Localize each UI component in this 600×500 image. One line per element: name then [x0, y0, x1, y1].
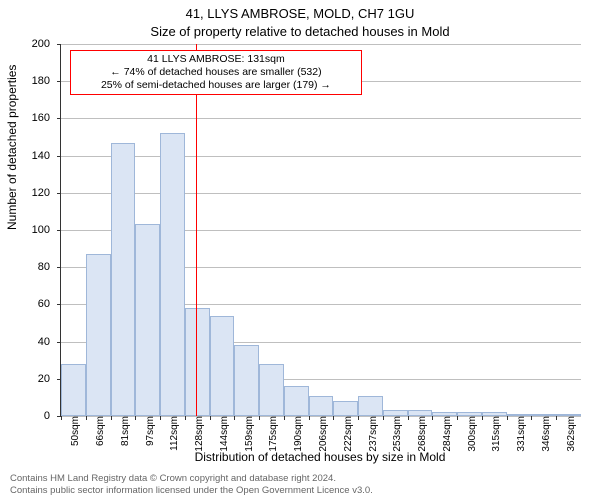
- y-tick-label: 20: [10, 373, 50, 385]
- y-tick-label: 160: [10, 112, 50, 124]
- gridline: [61, 193, 581, 194]
- y-tick-label: 180: [10, 75, 50, 87]
- histogram-bar: [135, 224, 160, 416]
- gridline: [61, 44, 581, 45]
- y-tick-label: 200: [10, 38, 50, 50]
- property-size-histogram: 41, LLYS AMBROSE, MOLD, CH7 1GU Size of …: [0, 0, 600, 500]
- annotation-line-3: 25% of semi-detached houses are larger (…: [75, 79, 356, 92]
- x-tick-label: 331sqm: [516, 416, 522, 452]
- y-tick-label: 80: [10, 261, 50, 273]
- histogram-bar: [111, 143, 136, 416]
- histogram-bar: [309, 396, 334, 416]
- histogram-bar: [185, 308, 210, 416]
- x-tick-label: 97sqm: [145, 416, 151, 446]
- annotation-line-1: 41 LLYS AMBROSE: 131sqm: [75, 53, 356, 66]
- x-tick-label: 362sqm: [566, 416, 572, 452]
- x-tick-label: 284sqm: [442, 416, 448, 452]
- histogram-bar: [259, 364, 284, 416]
- x-tick-label: 175sqm: [268, 416, 274, 452]
- y-tick-label: 140: [10, 150, 50, 162]
- gridline: [61, 118, 581, 119]
- x-tick-label: 206sqm: [318, 416, 324, 452]
- x-tick-label: 315sqm: [491, 416, 497, 452]
- x-axis-label: Distribution of detached houses by size …: [60, 450, 580, 464]
- y-tick-label: 40: [10, 336, 50, 348]
- y-tick-label: 60: [10, 298, 50, 310]
- footer-line-2: Contains public sector information licen…: [10, 485, 373, 496]
- chart-title: 41, LLYS AMBROSE, MOLD, CH7 1GU: [0, 6, 600, 21]
- histogram-bar: [358, 396, 383, 416]
- histogram-bar: [61, 364, 86, 416]
- y-axis-label: Number of detached properties: [5, 65, 19, 230]
- footer-attribution: Contains HM Land Registry data © Crown c…: [10, 473, 373, 496]
- plot-area: 50sqm66sqm81sqm97sqm112sqm128sqm144sqm15…: [60, 44, 581, 417]
- y-tick-label: 100: [10, 224, 50, 236]
- chart-subtitle: Size of property relative to detached ho…: [0, 24, 600, 39]
- histogram-bar: [284, 386, 309, 416]
- histogram-bar: [86, 254, 111, 416]
- x-tick-label: 81sqm: [120, 416, 126, 446]
- property-marker-line: [196, 44, 197, 416]
- x-tick-label: 128sqm: [194, 416, 200, 452]
- histogram-bar: [160, 133, 185, 416]
- histogram-bar: [234, 345, 259, 416]
- x-tick-label: 190sqm: [293, 416, 299, 452]
- histogram-bar: [210, 316, 235, 416]
- x-tick-label: 159sqm: [244, 416, 250, 452]
- x-tick-label: 144sqm: [219, 416, 225, 452]
- x-tick-label: 50sqm: [70, 416, 76, 446]
- annotation-box: 41 LLYS AMBROSE: 131sqm← 74% of detached…: [70, 50, 361, 95]
- x-tick-label: 66sqm: [95, 416, 101, 446]
- x-tick-label: 300sqm: [467, 416, 473, 452]
- x-tick-label: 268sqm: [417, 416, 423, 452]
- x-tick-label: 112sqm: [169, 416, 175, 451]
- x-tick-label: 346sqm: [541, 416, 547, 452]
- histogram-bar: [333, 401, 358, 416]
- gridline: [61, 156, 581, 157]
- y-tick-label: 0: [10, 410, 50, 422]
- x-tick-label: 253sqm: [392, 416, 398, 452]
- y-tick-label: 120: [10, 187, 50, 199]
- footer-line-1: Contains HM Land Registry data © Crown c…: [10, 473, 373, 484]
- x-tick-label: 222sqm: [343, 416, 349, 452]
- x-tick-label: 237sqm: [368, 416, 374, 452]
- annotation-line-2: ← 74% of detached houses are smaller (53…: [75, 66, 356, 79]
